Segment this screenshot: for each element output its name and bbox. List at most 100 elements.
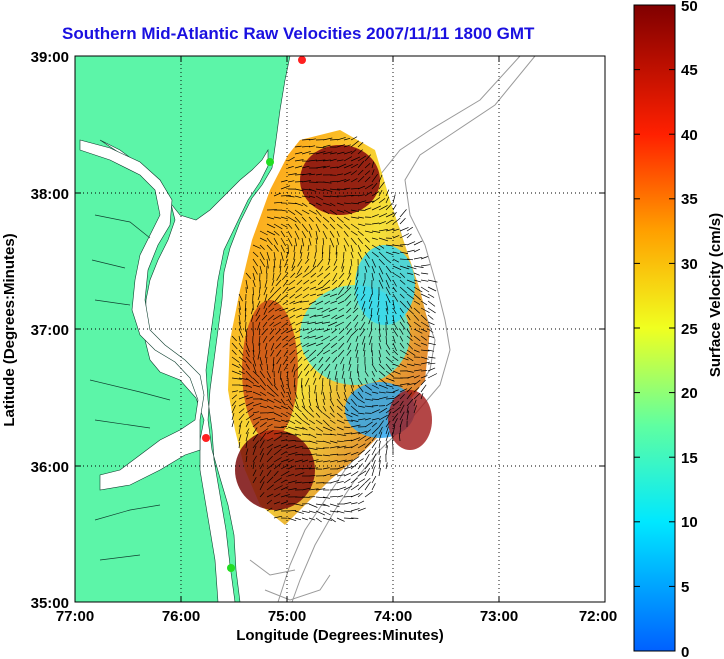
velocity-vector	[399, 227, 409, 232]
x-tick-label: 76:00	[162, 608, 200, 625]
velocity-vector	[308, 300, 317, 305]
velocity-vector	[308, 467, 319, 470]
velocity-vector	[357, 169, 364, 176]
velocity-vector	[378, 356, 382, 364]
velocity-vector	[392, 349, 399, 356]
velocity-vector	[322, 165, 331, 169]
velocity-vector	[231, 356, 240, 363]
velocity-vector	[371, 214, 379, 218]
station-marker[interactable]	[298, 56, 306, 64]
velocity-vector	[315, 159, 326, 162]
velocity-vector	[322, 202, 332, 207]
velocity-vector	[385, 431, 390, 442]
velocity-vector	[343, 171, 352, 176]
velocity-vector	[330, 342, 338, 348]
velocity-vector	[287, 384, 292, 395]
velocity-vector	[413, 349, 420, 353]
velocity-vector	[364, 258, 370, 268]
station-marker[interactable]	[266, 158, 274, 166]
velocity-vector	[371, 417, 380, 421]
velocity-vector	[301, 145, 310, 148]
velocity-vector	[274, 307, 282, 312]
station-marker[interactable]	[202, 434, 210, 442]
velocity-vector	[308, 195, 315, 198]
velocity-vector	[273, 501, 281, 505]
velocity-vector	[238, 434, 242, 442]
velocity-vector	[273, 258, 276, 268]
velocity-vector	[357, 391, 364, 399]
velocity-vector	[364, 183, 373, 190]
velocity-vector	[385, 300, 389, 311]
velocity-vector	[266, 405, 274, 410]
velocity-vector	[350, 502, 358, 505]
velocity-vector	[413, 314, 420, 321]
velocity-vector	[322, 454, 330, 457]
velocity-vector	[307, 328, 317, 334]
velocity-vector	[427, 356, 436, 359]
velocity-vector	[266, 411, 275, 414]
velocity-vector	[378, 244, 385, 249]
velocity-vector	[371, 182, 378, 190]
velocity-vector	[385, 196, 390, 204]
velocity-vector	[420, 256, 428, 260]
velocity-vector	[266, 418, 275, 421]
velocity-vector	[413, 248, 421, 253]
velocity-vector	[280, 398, 286, 406]
velocity-vector	[287, 412, 295, 418]
velocity-vector	[392, 228, 400, 232]
velocity-vector	[274, 293, 282, 302]
velocity-vector	[406, 410, 409, 421]
velocity-vector	[301, 139, 311, 141]
velocity-vector	[294, 503, 304, 507]
velocity-vector	[378, 440, 381, 449]
velocity-vector	[294, 237, 298, 247]
velocity-vector	[231, 390, 239, 393]
velocity-vector	[406, 406, 409, 414]
velocity-vector	[304, 265, 310, 273]
velocity-vector	[343, 163, 353, 169]
velocity-vector	[325, 265, 331, 271]
velocity-vector	[350, 187, 360, 190]
velocity-vector	[264, 279, 268, 288]
velocity-vector	[364, 405, 374, 408]
velocity-vector	[308, 202, 316, 207]
velocity-vector	[293, 251, 296, 260]
velocity-vector	[413, 369, 422, 372]
velocity-vector	[350, 216, 359, 219]
velocity-vector	[359, 328, 366, 337]
velocity-vector	[378, 272, 384, 283]
velocity-vector	[307, 244, 310, 252]
velocity-vector	[371, 244, 381, 251]
velocity-vector	[315, 503, 326, 506]
velocity-vector	[266, 507, 273, 512]
station-marker[interactable]	[227, 564, 235, 572]
velocity-vector	[322, 440, 331, 444]
velocity-vector	[413, 307, 421, 314]
colorbar-tick-label: 35	[681, 191, 698, 208]
colorbar-ticks	[634, 69, 675, 587]
velocity-vector	[231, 413, 235, 421]
velocity-vector	[329, 473, 338, 477]
velocity-vector	[245, 370, 253, 379]
velocity-vector	[322, 144, 331, 148]
velocity-vector	[294, 195, 302, 199]
velocity-vector	[413, 379, 421, 386]
velocity-vector	[308, 419, 315, 425]
velocity-vector	[343, 187, 351, 190]
velocity-vector	[315, 300, 324, 306]
velocity-vector	[329, 440, 338, 444]
velocity-vector	[287, 433, 297, 436]
velocity-vector	[273, 448, 282, 456]
velocity-vector	[329, 398, 335, 407]
velocity-vector	[385, 356, 393, 364]
velocity-vector	[385, 370, 394, 377]
velocity-vector	[336, 412, 343, 418]
velocity-vector	[314, 314, 324, 317]
colorbar-tick-label: 30	[681, 256, 698, 273]
velocity-vector	[322, 159, 331, 162]
velocity-vector	[256, 300, 261, 308]
velocity-vector	[371, 422, 378, 428]
velocity-vector	[259, 405, 267, 409]
velocity-vector	[252, 377, 259, 384]
colorbar-tick-label: 10	[681, 514, 698, 531]
